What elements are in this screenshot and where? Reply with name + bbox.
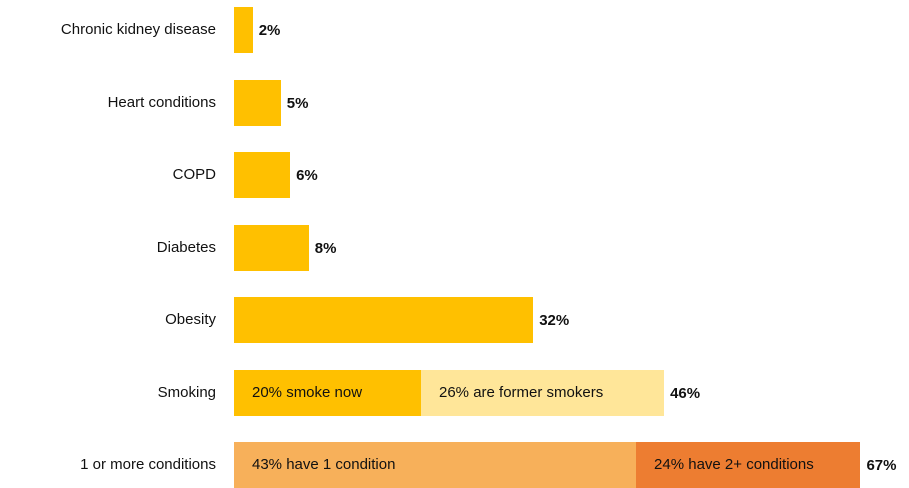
value-label: 32% (539, 312, 570, 329)
value-label: 67% (866, 457, 897, 474)
bar-segment (234, 79, 281, 126)
bar-segment (234, 152, 291, 198)
value-label: 8% (314, 239, 337, 257)
category-label: 1 or more conditions (80, 456, 216, 473)
bar-segment (421, 369, 665, 416)
category-label: COPD (172, 166, 216, 183)
bar-segment (234, 369, 421, 416)
bar-segment (636, 442, 861, 488)
value-label: 2% (258, 22, 281, 39)
category-label: Heart conditions (107, 93, 216, 111)
segment-label: 43% have 1 condition (252, 456, 396, 473)
bar-segment (234, 7, 253, 53)
value-label: 5% (286, 94, 309, 112)
bar-segment (234, 297, 534, 343)
segment-label: 24% have 2+ conditions (654, 456, 814, 473)
category-label: Smoking (157, 383, 216, 401)
bar-segment (234, 224, 309, 271)
bar-segment (234, 442, 637, 488)
category-label: Diabetes (156, 238, 216, 256)
value-label: 46% (670, 384, 701, 402)
category-label: Chronic kidney disease (60, 21, 216, 38)
segment-label: 26% are former smokers (439, 383, 604, 401)
segment-label: 20% smoke now (252, 383, 363, 401)
category-label: Obesity (165, 311, 216, 328)
value-label: 6% (296, 167, 318, 184)
